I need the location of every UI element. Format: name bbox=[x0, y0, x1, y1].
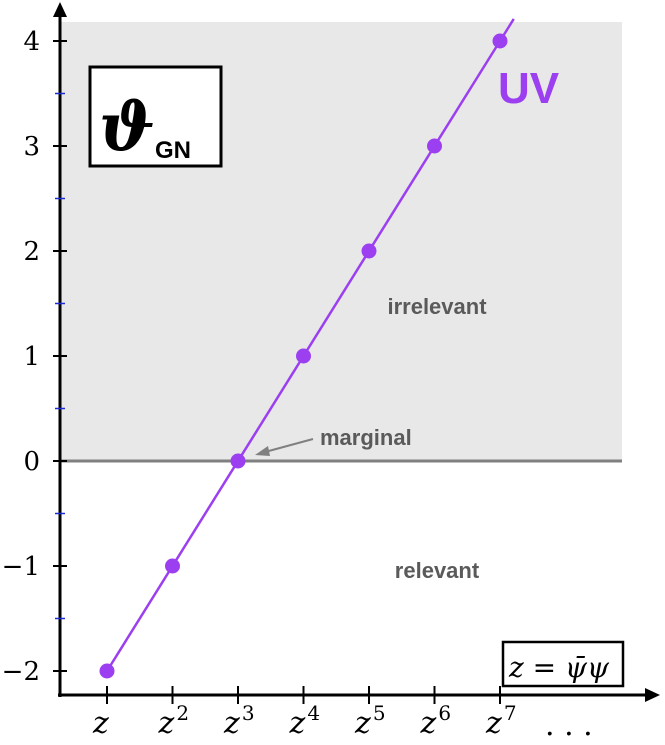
series-point bbox=[230, 453, 246, 469]
series-point bbox=[361, 243, 377, 259]
series-label-uv: UV bbox=[498, 64, 560, 113]
region-label-irrelevant: irrelevant bbox=[387, 294, 487, 319]
y-tick-label: 4 bbox=[23, 27, 40, 57]
region-label-relevant: relevant bbox=[395, 558, 480, 583]
x-tick-label: z bbox=[92, 706, 109, 741]
y-tick-label: −1 bbox=[2, 552, 40, 582]
marginal-arrow-line bbox=[264, 438, 314, 453]
region-label-marginal: marginal bbox=[320, 425, 412, 450]
y-tick-label: 0 bbox=[23, 447, 40, 477]
series-point bbox=[492, 33, 508, 49]
series-uv bbox=[99, 18, 515, 679]
y-axis-arrow bbox=[53, 2, 67, 17]
series-point bbox=[165, 558, 180, 574]
x-ellipsis: . . . bbox=[545, 708, 593, 743]
y-tick-label: 1 bbox=[23, 342, 40, 372]
y-tick-label: −2 bbox=[2, 657, 40, 687]
series-point bbox=[99, 663, 115, 679]
title-box bbox=[88, 65, 223, 168]
x-axis-arrow bbox=[645, 688, 660, 702]
y-tick-label: 2 bbox=[23, 237, 40, 267]
marginal-arrow-head bbox=[255, 446, 270, 456]
y-tick-label: 3 bbox=[23, 132, 40, 162]
series-point bbox=[427, 138, 442, 154]
chart-title: ϑ bbox=[99, 88, 155, 166]
series-point bbox=[296, 348, 311, 364]
y-ticks: −2 −1 0 1 2 3 4 bbox=[2, 27, 67, 687]
xlabel-box bbox=[501, 640, 625, 688]
xlabel: z = ψ̄ψ bbox=[508, 651, 610, 684]
chart-title-subscript: GN bbox=[155, 137, 191, 164]
